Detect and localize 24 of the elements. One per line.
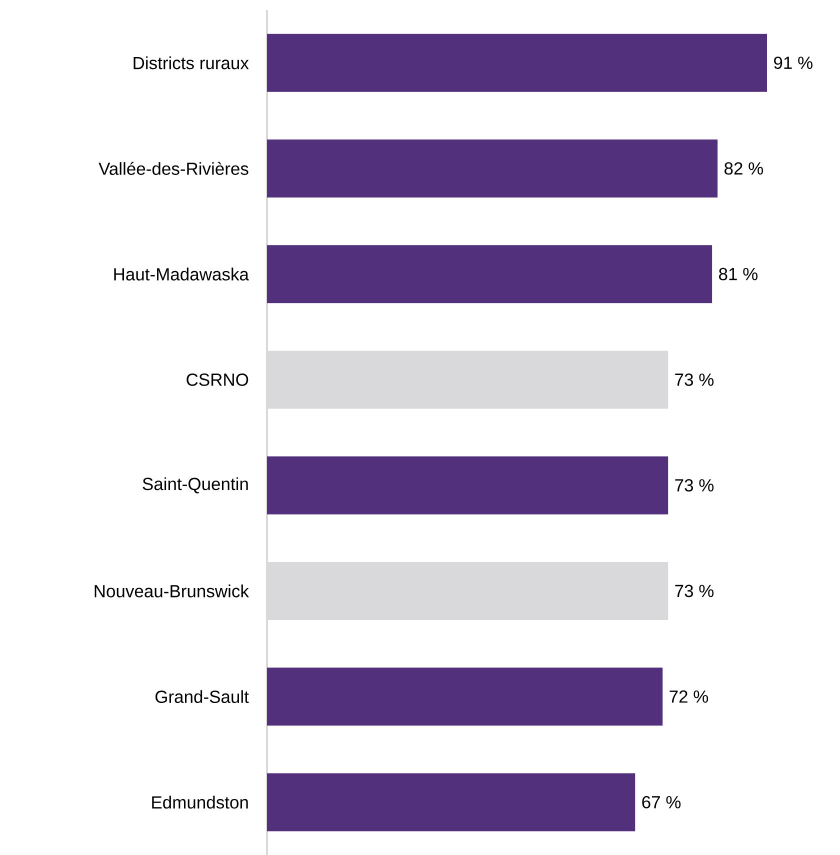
data-label: 82 %	[724, 162, 763, 175]
data-label: 73 %	[675, 374, 714, 386]
y-tick-label: Vallée-des-Rivières	[98, 162, 248, 175]
bar	[267, 562, 668, 620]
data-label: 73 %	[675, 479, 714, 492]
bar	[267, 668, 663, 726]
y-tick-label: Districts ruraux	[134, 56, 249, 70]
data-label: 67 %	[642, 796, 681, 808]
bar	[267, 456, 668, 514]
bar	[267, 139, 718, 198]
data-label: 72 %	[670, 690, 708, 703]
data-label: 81 %	[719, 268, 758, 280]
bar	[267, 350, 668, 409]
data-label: 73 %	[675, 584, 714, 598]
y-tick-label: CSRNO	[186, 374, 248, 386]
y-tick-label: Saint-Quentin	[142, 477, 248, 494]
y-tick-label: Nouveau-Brunswick	[94, 584, 249, 598]
y-tick-label: Haut-Madawaska	[114, 268, 249, 280]
data-label: 91 %	[774, 56, 812, 70]
bar	[267, 34, 768, 92]
bar	[267, 773, 636, 832]
y-tick-label: Edmundston	[152, 796, 248, 809]
bar	[267, 245, 712, 304]
y-tick-label: Grand-Sault	[155, 690, 249, 703]
